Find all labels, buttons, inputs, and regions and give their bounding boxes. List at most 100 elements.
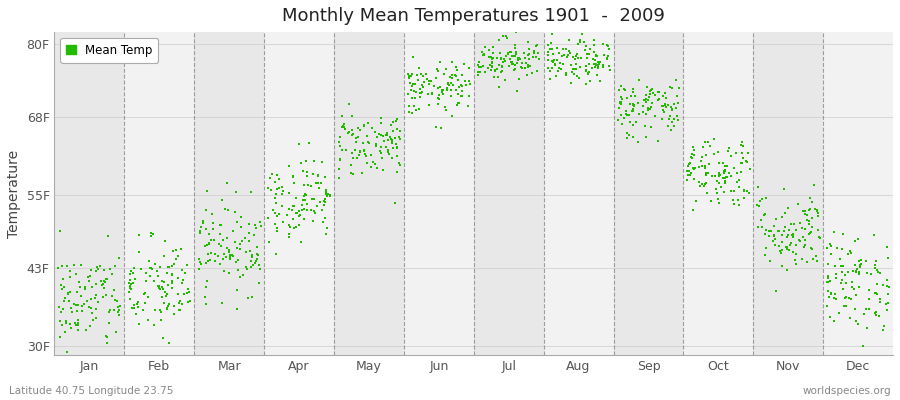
Point <box>413 94 428 100</box>
Point <box>270 225 284 231</box>
Point <box>824 314 838 320</box>
Point <box>283 222 297 228</box>
Point <box>632 77 646 84</box>
Point <box>838 272 852 278</box>
Point <box>285 174 300 180</box>
Point <box>556 52 571 58</box>
Point <box>713 172 727 178</box>
Point <box>112 312 126 319</box>
Point <box>849 268 863 275</box>
Point <box>59 349 74 355</box>
Point <box>71 326 86 333</box>
Point <box>165 278 179 284</box>
Point <box>541 52 555 58</box>
Point <box>319 190 333 197</box>
Point <box>852 258 867 264</box>
Point <box>139 277 153 284</box>
Point <box>246 262 260 269</box>
Point <box>280 211 294 218</box>
Point <box>345 132 359 138</box>
Point <box>127 301 141 308</box>
Point <box>353 149 367 155</box>
Point <box>289 210 303 217</box>
Point <box>802 218 816 224</box>
Point <box>385 140 400 146</box>
Point <box>842 248 857 254</box>
Point <box>515 60 529 67</box>
Point <box>648 113 662 119</box>
Point <box>377 138 392 144</box>
Point <box>357 151 372 157</box>
Point <box>601 46 616 52</box>
Point <box>286 180 301 186</box>
Point <box>374 149 388 156</box>
Point <box>519 60 534 66</box>
Point <box>476 63 491 70</box>
Point <box>431 96 446 103</box>
Point <box>766 238 780 244</box>
Point <box>150 283 165 290</box>
Point <box>441 80 455 87</box>
Point <box>270 228 284 234</box>
Point <box>179 290 194 296</box>
Point <box>582 78 597 84</box>
Point <box>331 139 346 146</box>
Point <box>370 165 384 171</box>
Point <box>564 79 579 86</box>
Point <box>722 170 736 176</box>
Point <box>639 110 653 117</box>
Point <box>226 228 240 235</box>
Point <box>544 31 559 38</box>
Point <box>691 164 706 170</box>
Point <box>500 33 514 40</box>
Point <box>596 62 610 68</box>
Point <box>442 82 456 89</box>
Point <box>218 206 232 212</box>
Point <box>287 225 302 231</box>
Point <box>86 317 101 324</box>
Point <box>712 200 726 206</box>
Point <box>285 203 300 209</box>
Point <box>508 48 523 55</box>
Point <box>710 149 724 156</box>
Point <box>680 176 695 183</box>
Point <box>405 94 419 101</box>
Point <box>709 186 724 192</box>
Point <box>213 222 228 228</box>
Point <box>792 236 806 243</box>
Point <box>366 158 381 165</box>
Point <box>623 100 637 107</box>
Point <box>131 321 146 328</box>
Point <box>663 127 678 134</box>
Point <box>724 173 738 179</box>
Point <box>444 80 458 86</box>
Point <box>306 170 320 177</box>
Point <box>90 264 104 270</box>
Point <box>159 291 174 297</box>
Point <box>389 141 403 147</box>
Point <box>632 110 646 117</box>
Point <box>436 71 451 77</box>
Point <box>239 266 254 273</box>
Point <box>486 50 500 56</box>
Point <box>522 50 536 57</box>
Point <box>95 282 110 288</box>
Point <box>194 224 208 230</box>
Point <box>586 37 600 44</box>
Point <box>613 100 627 107</box>
Point <box>59 263 74 270</box>
Point <box>123 285 138 292</box>
Point <box>880 282 895 289</box>
Point <box>693 182 707 189</box>
Point <box>123 268 138 274</box>
Point <box>518 55 533 62</box>
Point <box>709 178 724 184</box>
Point <box>868 312 883 318</box>
Point <box>661 101 675 108</box>
Point <box>581 69 596 75</box>
Point <box>645 86 660 92</box>
Point <box>96 267 111 273</box>
Point <box>382 151 396 158</box>
Point <box>837 303 851 310</box>
Point <box>628 119 643 126</box>
